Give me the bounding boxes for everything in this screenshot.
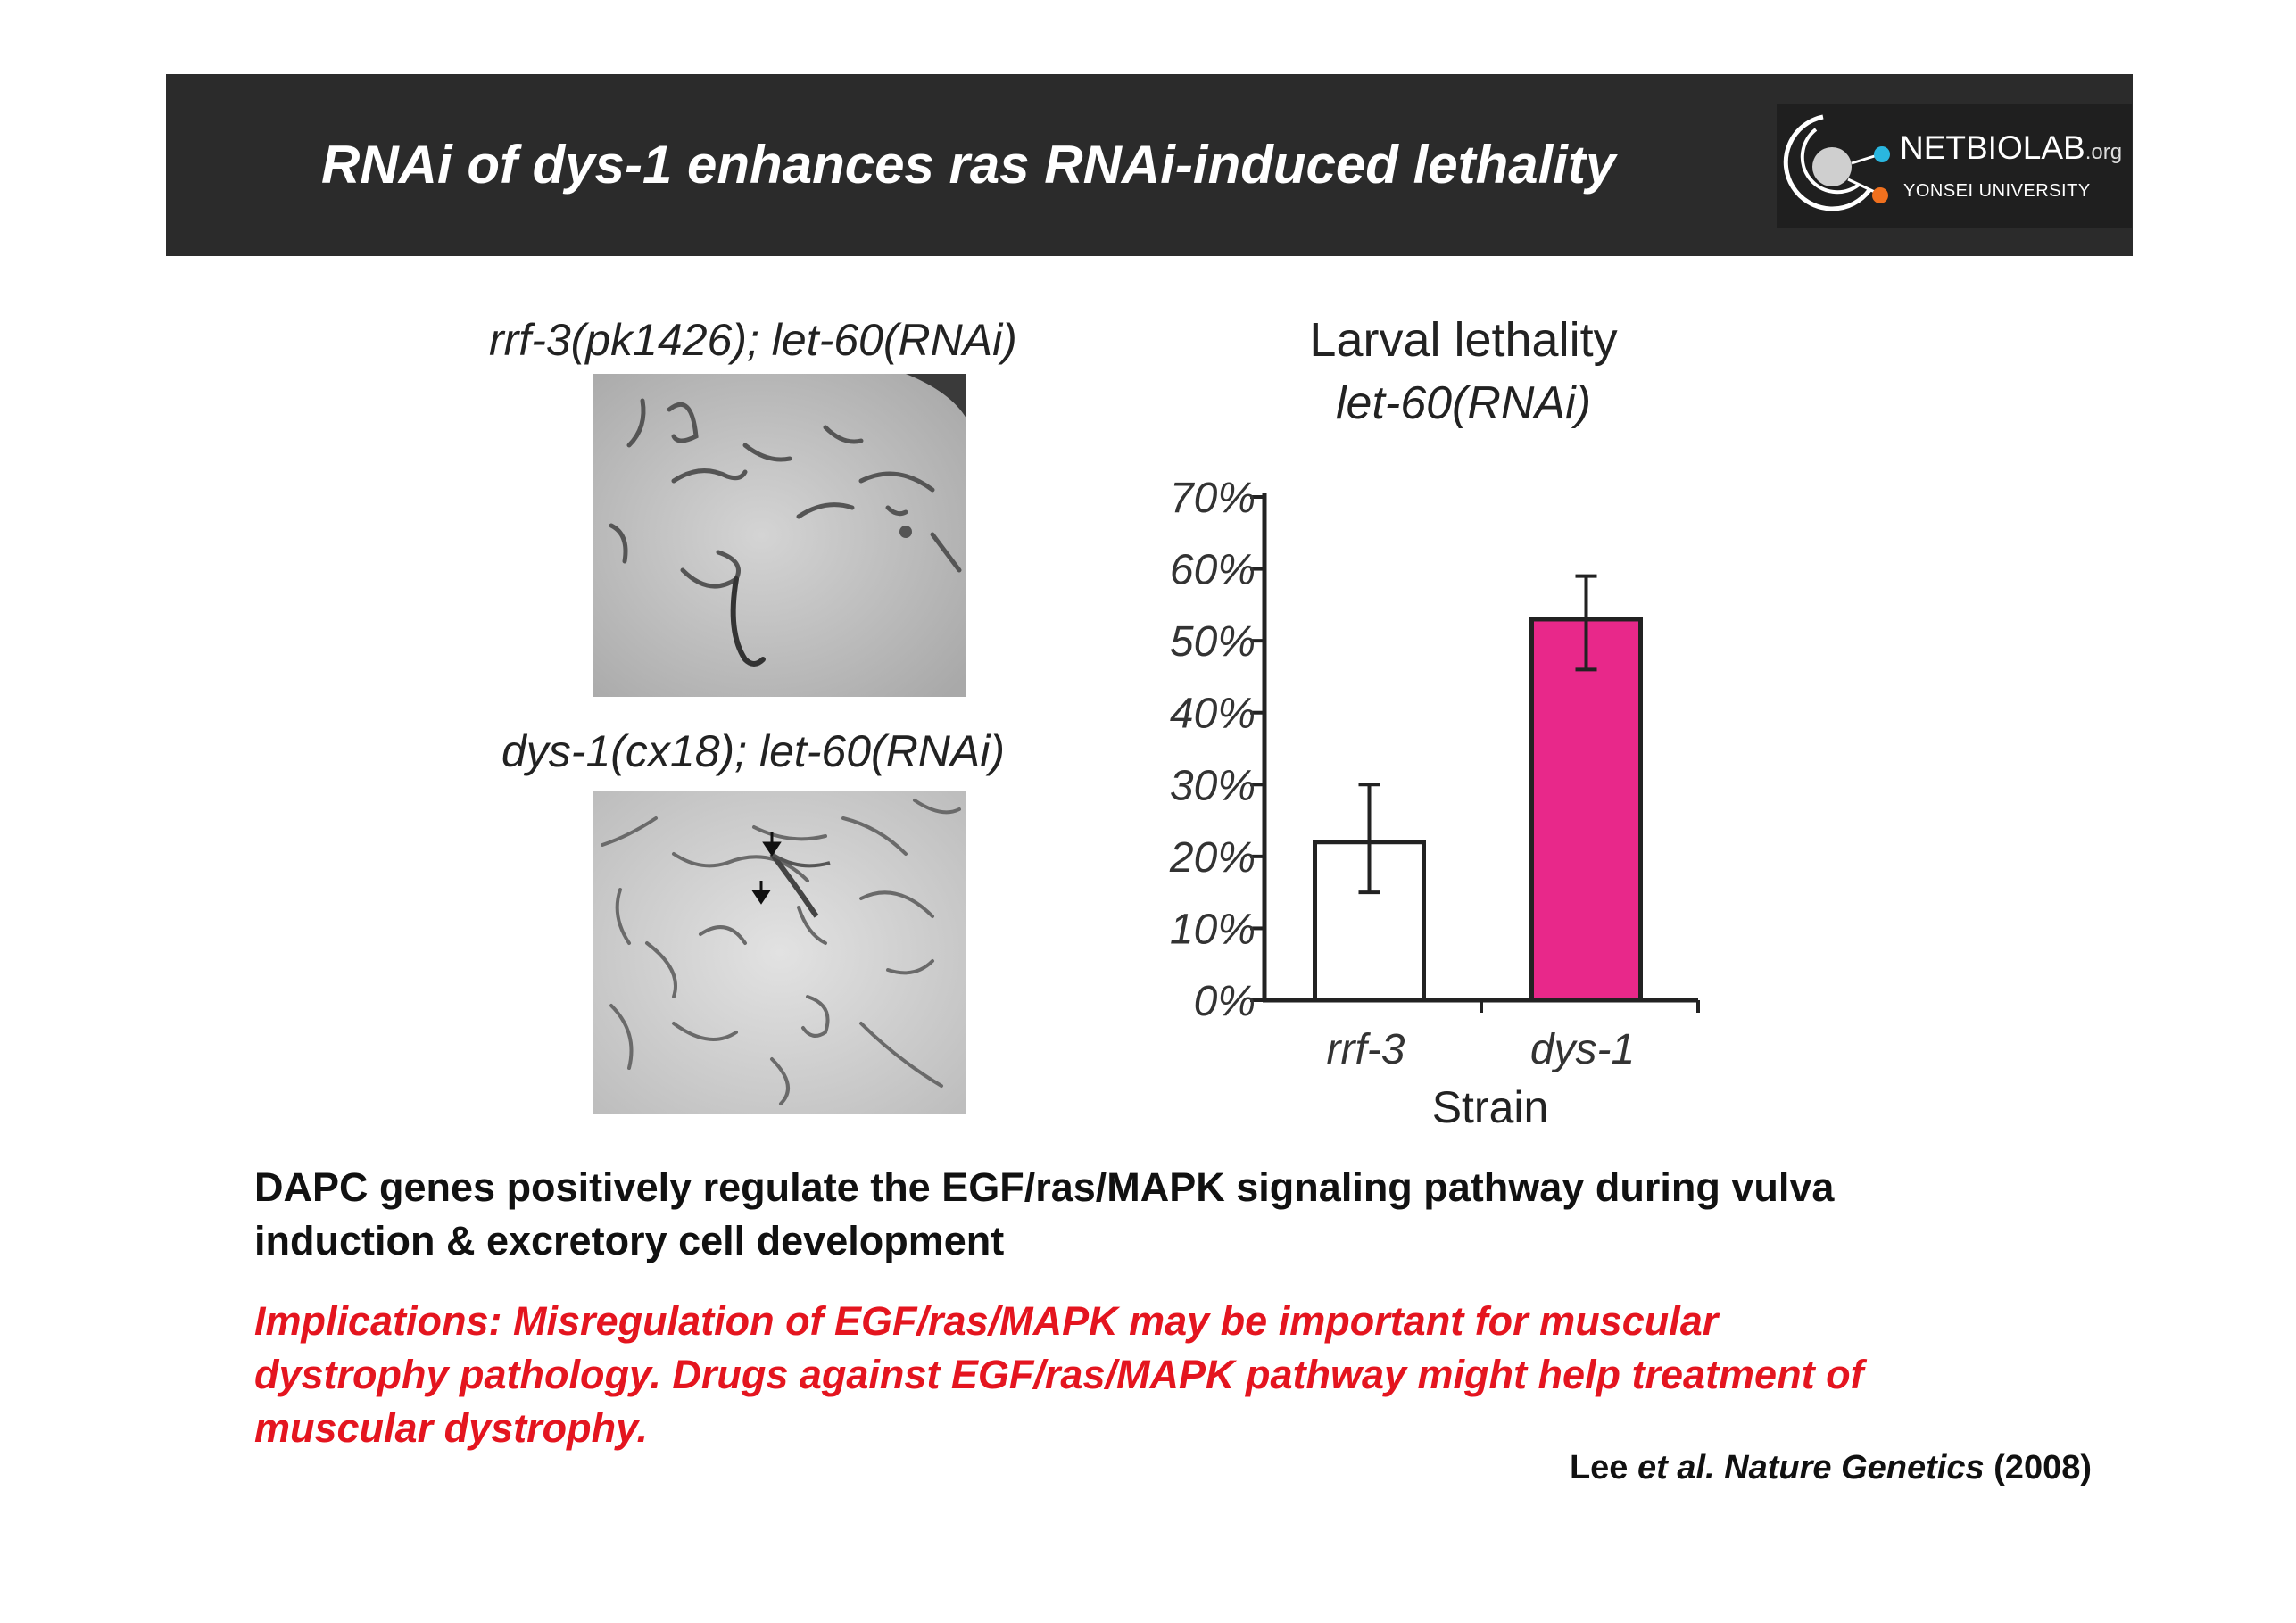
y-tick-label: 50% <box>1170 618 1256 666</box>
y-tick-label: 60% <box>1170 547 1256 594</box>
citation-year: (2008) <box>1984 1449 2092 1486</box>
title-bar: RNAi of dys-1 enhances ras RNAi-induced … <box>166 74 2133 256</box>
logo-name: NETBIOLAB <box>1900 129 2085 166</box>
logo-suffix: .org <box>2085 140 2123 164</box>
conclusion-line-2: induction & excretory cell development <box>254 1218 1005 1263</box>
netbiolab-logo-icon <box>1783 114 1890 211</box>
conclusion-text: DAPC genes positively regulate the EGF/r… <box>254 1161 2039 1268</box>
citation-journal: et al. Nature Genetics <box>1637 1449 1985 1486</box>
y-tick-label: 40% <box>1170 691 1256 738</box>
chart-subtitle: let-60(RNAi) <box>1336 377 1591 429</box>
implications-line-1: Implications: Misregulation of EGF/ras/M… <box>254 1298 1719 1344</box>
conclusion-line-1: DAPC genes positively regulate the EGF/r… <box>254 1164 1835 1210</box>
y-tick-label: 20% <box>1169 834 1256 882</box>
y-tick-label: 70% <box>1170 475 1256 522</box>
implications-line-3: muscular dystrophy. <box>254 1405 648 1451</box>
y-tick-label: 0% <box>1194 978 1256 1025</box>
implications-line-2: dystrophy pathology. Drugs against EGF/r… <box>254 1352 1864 1397</box>
chart-title: Larval lethality <box>1309 313 1617 367</box>
panel-label-dys1: dys-1(cx18); let-60(RNAi) <box>501 726 1006 776</box>
x-axis-title: Strain <box>1432 1082 1549 1132</box>
slide-title: RNAi of dys-1 enhances ras RNAi-induced … <box>321 135 1616 195</box>
implications-text: Implications: Misregulation of EGF/ras/M… <box>254 1295 2084 1455</box>
citation: Lee et al. Nature Genetics (2008) <box>1570 1449 2092 1487</box>
panel-label-rrf3: rrf-3(pk1426); let-60(RNAi) <box>489 315 1017 365</box>
bar-dys-1 <box>1529 617 1643 1003</box>
y-tick-label: 30% <box>1170 762 1256 809</box>
y-tick-label: 10% <box>1170 906 1256 953</box>
logo-subtitle: YONSEI UNIVERSITY <box>1903 181 2091 201</box>
micrograph-dys1 <box>593 791 966 1114</box>
x-tick-label-rrf-3: rrf-3 <box>1327 1026 1405 1073</box>
citation-author: Lee <box>1569 1449 1637 1486</box>
x-tick-label-dys-1: dys-1 <box>1530 1026 1635 1073</box>
netbiolab-logo: NETBIOLAB.org YONSEI UNIVERSITY <box>1777 104 2132 228</box>
micrograph-rrf3 <box>593 374 966 697</box>
